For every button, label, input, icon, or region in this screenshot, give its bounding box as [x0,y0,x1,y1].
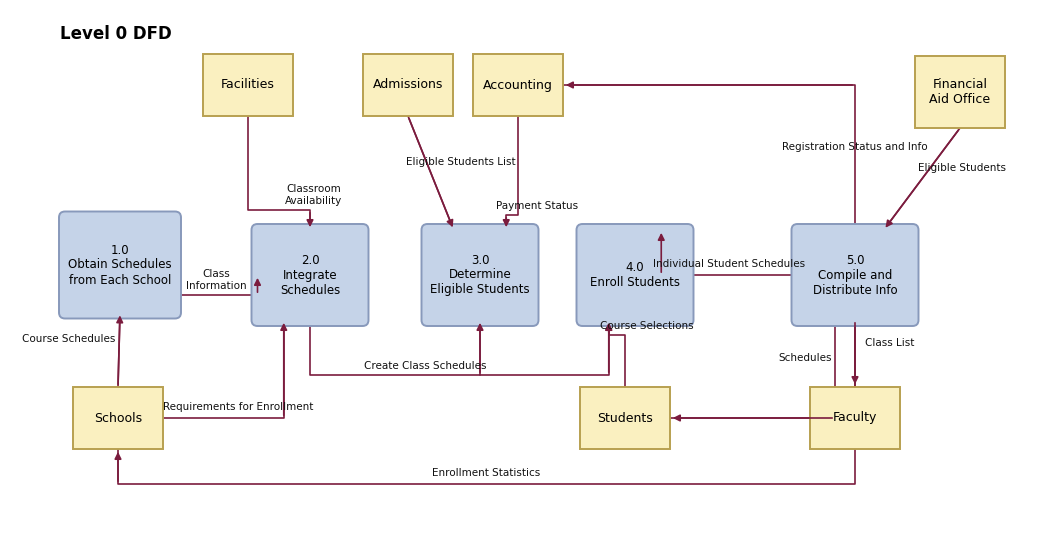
Text: Individual Student Schedules: Individual Student Schedules [653,259,805,269]
Text: Class
Information: Class Information [186,270,247,291]
Text: 5.0
Compile and
Distribute Info: 5.0 Compile and Distribute Info [813,253,897,296]
Text: Students: Students [597,412,653,424]
Text: Eligible Students List: Eligible Students List [406,157,515,167]
Text: Registration Status and Info: Registration Status and Info [782,141,928,152]
FancyBboxPatch shape [810,387,900,449]
FancyBboxPatch shape [363,54,453,116]
Text: Enrollment Statistics: Enrollment Statistics [433,468,541,478]
FancyBboxPatch shape [577,224,693,326]
Text: Facilities: Facilities [221,79,275,91]
FancyBboxPatch shape [252,224,368,326]
Text: Eligible Students: Eligible Students [918,163,1006,173]
Text: 1.0
Obtain Schedules
from Each School: 1.0 Obtain Schedules from Each School [68,244,171,287]
FancyBboxPatch shape [421,224,539,326]
Text: Classroom
Availability: Classroom Availability [286,185,343,206]
FancyBboxPatch shape [915,56,1005,128]
Text: Admissions: Admissions [372,79,443,91]
Text: Schedules: Schedules [779,353,832,363]
FancyBboxPatch shape [73,387,163,449]
Text: Financial
Aid Office: Financial Aid Office [929,78,990,106]
Text: Accounting: Accounting [484,79,553,91]
Text: Course Selections: Course Selections [600,321,694,331]
FancyBboxPatch shape [473,54,563,116]
FancyBboxPatch shape [203,54,293,116]
Text: Schools: Schools [94,412,142,424]
Text: 2.0
Integrate
Schedules: 2.0 Integrate Schedules [280,253,340,296]
Text: Class List: Class List [865,337,915,348]
FancyBboxPatch shape [59,211,181,318]
Text: Create Class Schedules: Create Class Schedules [364,361,487,371]
FancyBboxPatch shape [791,224,918,326]
Text: 3.0
Determine
Eligible Students: 3.0 Determine Eligible Students [431,253,530,296]
Text: Faculty: Faculty [833,412,877,424]
Text: Course Schedules: Course Schedules [22,334,115,344]
Text: 4.0
Enroll Students: 4.0 Enroll Students [590,261,680,289]
Text: Requirements for Enrollment: Requirements for Enrollment [163,402,313,412]
Text: Payment Status: Payment Status [496,201,578,211]
Text: Level 0 DFD: Level 0 DFD [60,25,171,43]
FancyBboxPatch shape [580,387,670,449]
